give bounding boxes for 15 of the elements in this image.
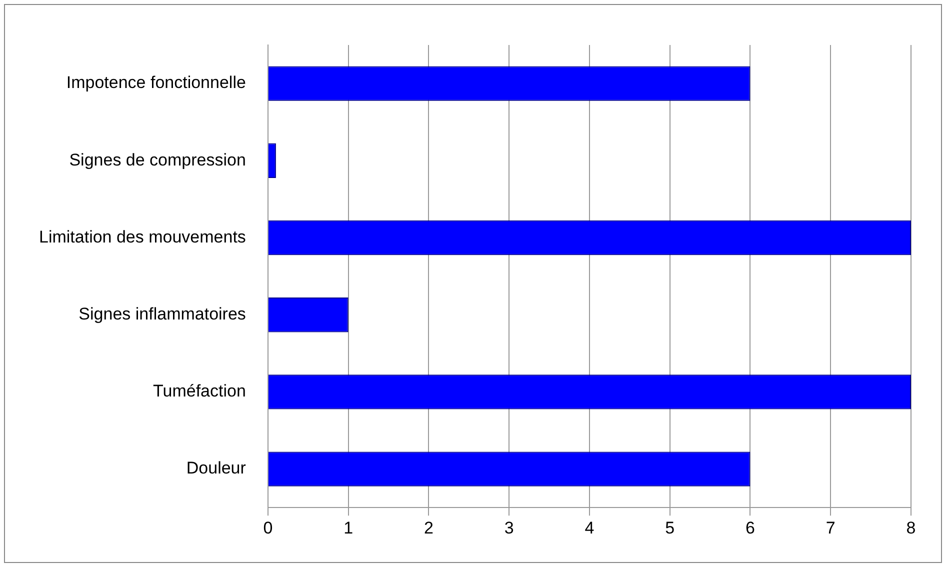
x-tick-label: 6 <box>746 518 755 538</box>
x-tick-label: 3 <box>504 518 514 538</box>
x-tick-label: 7 <box>826 518 836 538</box>
y-tick-label: Tuméfaction <box>153 382 246 401</box>
x-tick-label: 5 <box>665 518 675 538</box>
x-tick-label: 1 <box>344 518 354 538</box>
x-tick-label: 8 <box>906 518 916 538</box>
y-tick-label: Signes de compression <box>69 150 246 170</box>
x-tick-label: 0 <box>263 518 273 538</box>
x-tick-label: 4 <box>584 518 594 538</box>
y-tick-label: Douleur <box>186 458 246 478</box>
x-tick-label: 2 <box>424 518 434 538</box>
y-tick-label: Signes inflammatoires <box>78 304 246 324</box>
y-tick-label: Limitation des mouvements <box>38 227 246 246</box>
y-tick-label: Impotence fonctionnelle <box>66 73 246 92</box>
